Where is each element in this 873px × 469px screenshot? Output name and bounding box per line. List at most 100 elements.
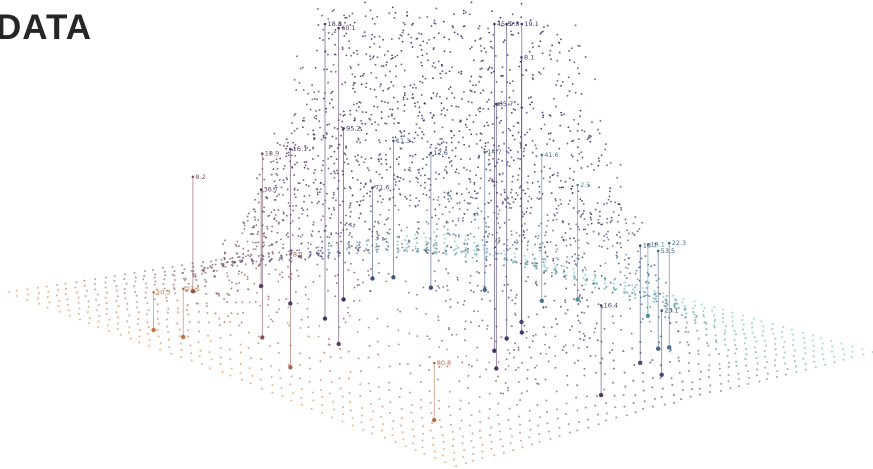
point <box>263 206 265 209</box>
point <box>379 85 382 88</box>
point <box>508 165 511 168</box>
point <box>281 219 284 221</box>
point <box>512 125 515 128</box>
point <box>718 367 721 370</box>
point <box>609 187 612 190</box>
point <box>300 388 303 391</box>
point <box>348 206 351 209</box>
point <box>359 75 362 78</box>
point <box>292 209 295 212</box>
point <box>219 356 222 359</box>
point <box>404 444 407 448</box>
point <box>747 370 750 373</box>
point <box>557 204 560 207</box>
point <box>454 236 457 239</box>
point <box>733 338 736 342</box>
point <box>501 290 504 292</box>
point <box>397 209 400 211</box>
point <box>300 396 303 399</box>
point <box>241 301 244 304</box>
point <box>461 216 464 219</box>
point <box>173 274 176 277</box>
point <box>377 385 380 389</box>
point <box>336 127 339 130</box>
point <box>842 347 845 351</box>
point <box>398 180 401 183</box>
point <box>491 123 494 126</box>
point <box>316 7 319 10</box>
point <box>441 454 444 457</box>
point <box>569 130 572 132</box>
point <box>354 76 356 78</box>
point <box>464 260 467 263</box>
point <box>485 240 488 243</box>
point <box>497 375 500 378</box>
stem-tip <box>540 153 544 157</box>
point <box>535 364 538 367</box>
point <box>531 253 534 256</box>
point <box>609 200 612 203</box>
stem-tip <box>152 291 155 294</box>
point <box>333 150 336 153</box>
point <box>516 241 519 244</box>
point <box>46 306 49 309</box>
point <box>544 260 547 263</box>
point <box>625 414 628 417</box>
point <box>485 265 488 268</box>
point <box>479 139 482 142</box>
point <box>510 259 513 262</box>
point <box>307 242 310 244</box>
point <box>652 300 655 303</box>
point <box>125 282 128 285</box>
point <box>713 324 716 327</box>
point <box>302 117 305 120</box>
point <box>267 252 270 255</box>
point <box>473 249 476 252</box>
point <box>402 98 405 101</box>
point <box>271 391 274 394</box>
stem-tip <box>371 186 374 189</box>
point <box>290 132 293 135</box>
point <box>476 346 479 349</box>
point <box>416 101 419 104</box>
point <box>499 226 501 229</box>
point <box>476 213 479 216</box>
point <box>397 247 400 250</box>
point <box>155 288 158 291</box>
point <box>565 239 568 241</box>
point <box>468 128 471 131</box>
point <box>137 317 140 320</box>
point <box>426 241 430 244</box>
point <box>369 179 372 182</box>
point <box>702 310 705 313</box>
point <box>280 386 283 390</box>
point <box>344 261 347 264</box>
point <box>434 239 437 242</box>
point <box>619 236 622 239</box>
point <box>435 147 437 150</box>
point <box>536 313 538 316</box>
point <box>415 123 418 126</box>
point <box>452 458 455 461</box>
point <box>532 264 536 268</box>
point <box>246 278 249 281</box>
point <box>230 287 233 290</box>
point <box>526 260 529 263</box>
point <box>45 285 48 288</box>
point <box>225 266 227 268</box>
point <box>335 137 338 140</box>
point <box>251 374 254 377</box>
point <box>409 140 412 143</box>
point <box>174 292 177 295</box>
point <box>367 239 370 242</box>
point <box>664 281 667 284</box>
point <box>397 249 400 252</box>
point <box>672 394 675 397</box>
point <box>240 378 243 381</box>
point <box>581 270 584 273</box>
stem-base <box>181 334 186 340</box>
point <box>513 349 516 352</box>
point <box>598 232 600 235</box>
point <box>276 174 279 177</box>
point <box>594 327 597 330</box>
